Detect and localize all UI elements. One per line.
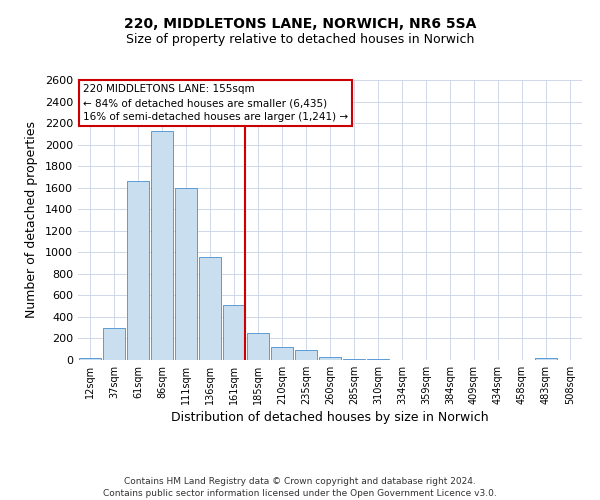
Text: Size of property relative to detached houses in Norwich: Size of property relative to detached ho… xyxy=(126,32,474,46)
Bar xyxy=(151,130,173,360)
Bar xyxy=(127,181,149,360)
Text: Contains HM Land Registry data © Crown copyright and database right 2024.: Contains HM Land Registry data © Crown c… xyxy=(124,478,476,486)
Text: Contains public sector information licensed under the Open Government Licence v3: Contains public sector information licen… xyxy=(103,489,497,498)
Text: 220, MIDDLETONS LANE, NORWICH, NR6 5SA: 220, MIDDLETONS LANE, NORWICH, NR6 5SA xyxy=(124,18,476,32)
Bar xyxy=(199,256,221,360)
Text: 220 MIDDLETONS LANE: 155sqm
← 84% of detached houses are smaller (6,435)
16% of : 220 MIDDLETONS LANE: 155sqm ← 84% of det… xyxy=(83,84,348,122)
X-axis label: Distribution of detached houses by size in Norwich: Distribution of detached houses by size … xyxy=(171,411,489,424)
Bar xyxy=(295,350,317,360)
Bar xyxy=(103,328,125,360)
Bar xyxy=(175,188,197,360)
Y-axis label: Number of detached properties: Number of detached properties xyxy=(25,122,38,318)
Bar xyxy=(271,347,293,360)
Bar xyxy=(223,305,245,360)
Bar xyxy=(247,333,269,360)
Bar xyxy=(343,359,365,360)
Bar xyxy=(535,358,557,360)
Bar xyxy=(319,357,341,360)
Bar xyxy=(79,358,101,360)
